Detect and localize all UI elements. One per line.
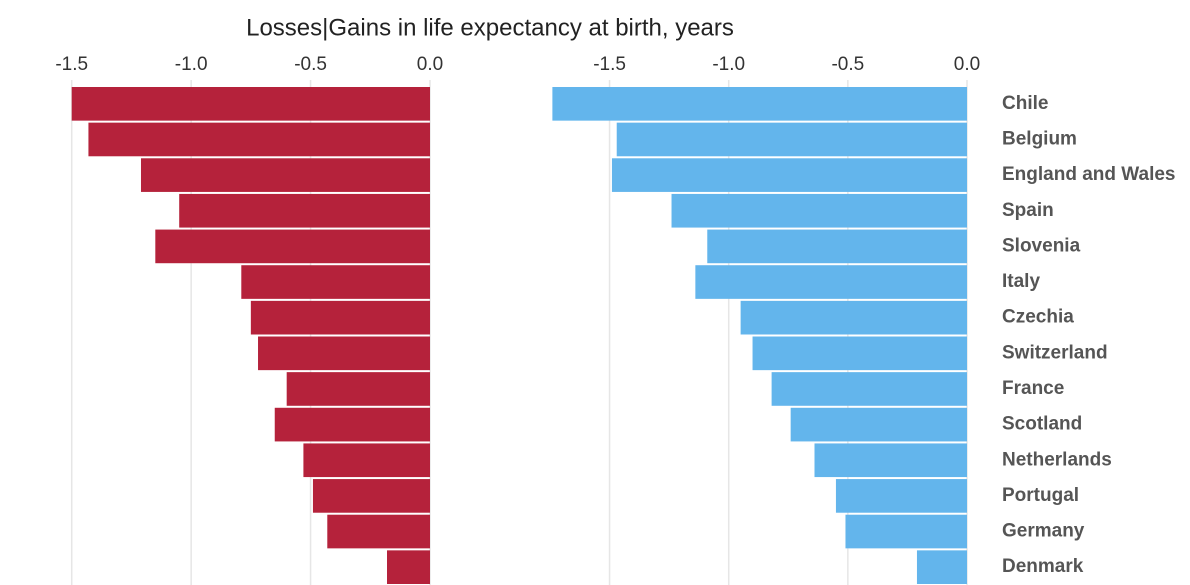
x-tick-label: 0.0 bbox=[954, 54, 980, 75]
bar bbox=[814, 443, 967, 478]
category-label: Italy bbox=[1002, 271, 1040, 292]
bar bbox=[303, 443, 430, 478]
bar bbox=[616, 122, 967, 157]
bar bbox=[140, 158, 431, 192]
category-label: Belgium bbox=[1002, 128, 1077, 149]
bar bbox=[71, 87, 430, 121]
bar bbox=[671, 193, 967, 228]
category-label: Switzerland bbox=[1002, 342, 1108, 363]
bar bbox=[250, 300, 430, 335]
bar bbox=[286, 372, 430, 406]
bar bbox=[274, 407, 430, 442]
x-tick-label: -0.5 bbox=[831, 54, 864, 75]
bar bbox=[552, 87, 967, 121]
bar bbox=[835, 479, 967, 513]
chart-title: Losses|Gains in life expectancy at birth… bbox=[246, 14, 734, 41]
category-label: Scotland bbox=[1002, 414, 1082, 435]
bar bbox=[752, 336, 967, 371]
bar bbox=[327, 514, 430, 549]
bar bbox=[611, 158, 967, 192]
category-label: France bbox=[1002, 378, 1064, 399]
bar bbox=[845, 514, 967, 549]
bar bbox=[88, 122, 430, 157]
bar bbox=[707, 229, 967, 264]
category-label: Chile bbox=[1002, 93, 1048, 114]
bar bbox=[790, 407, 967, 442]
bar bbox=[695, 265, 967, 299]
category-label: Denmark bbox=[1002, 556, 1084, 577]
category-label: England and Wales bbox=[1002, 164, 1176, 185]
bar bbox=[241, 265, 430, 299]
x-tick-label: -0.5 bbox=[294, 54, 327, 75]
category-label: Czechia bbox=[1002, 307, 1074, 328]
x-tick-label: 0.0 bbox=[417, 54, 443, 75]
bar bbox=[771, 372, 967, 406]
bar bbox=[916, 550, 967, 584]
bar bbox=[387, 550, 430, 584]
bar bbox=[155, 229, 431, 264]
category-label: Portugal bbox=[1002, 485, 1079, 506]
category-label: Germany bbox=[1002, 521, 1085, 542]
x-tick-label: -1.0 bbox=[175, 54, 208, 75]
bar bbox=[740, 300, 967, 335]
category-label: Netherlands bbox=[1002, 449, 1112, 470]
x-tick-label: -1.5 bbox=[593, 54, 626, 75]
category-label: Slovenia bbox=[1002, 235, 1081, 256]
bar bbox=[258, 336, 430, 371]
bar bbox=[312, 479, 430, 513]
x-tick-label: -1.5 bbox=[55, 54, 88, 75]
bar bbox=[179, 193, 430, 228]
category-label: Spain bbox=[1002, 200, 1054, 221]
x-tick-label: -1.0 bbox=[712, 54, 745, 75]
